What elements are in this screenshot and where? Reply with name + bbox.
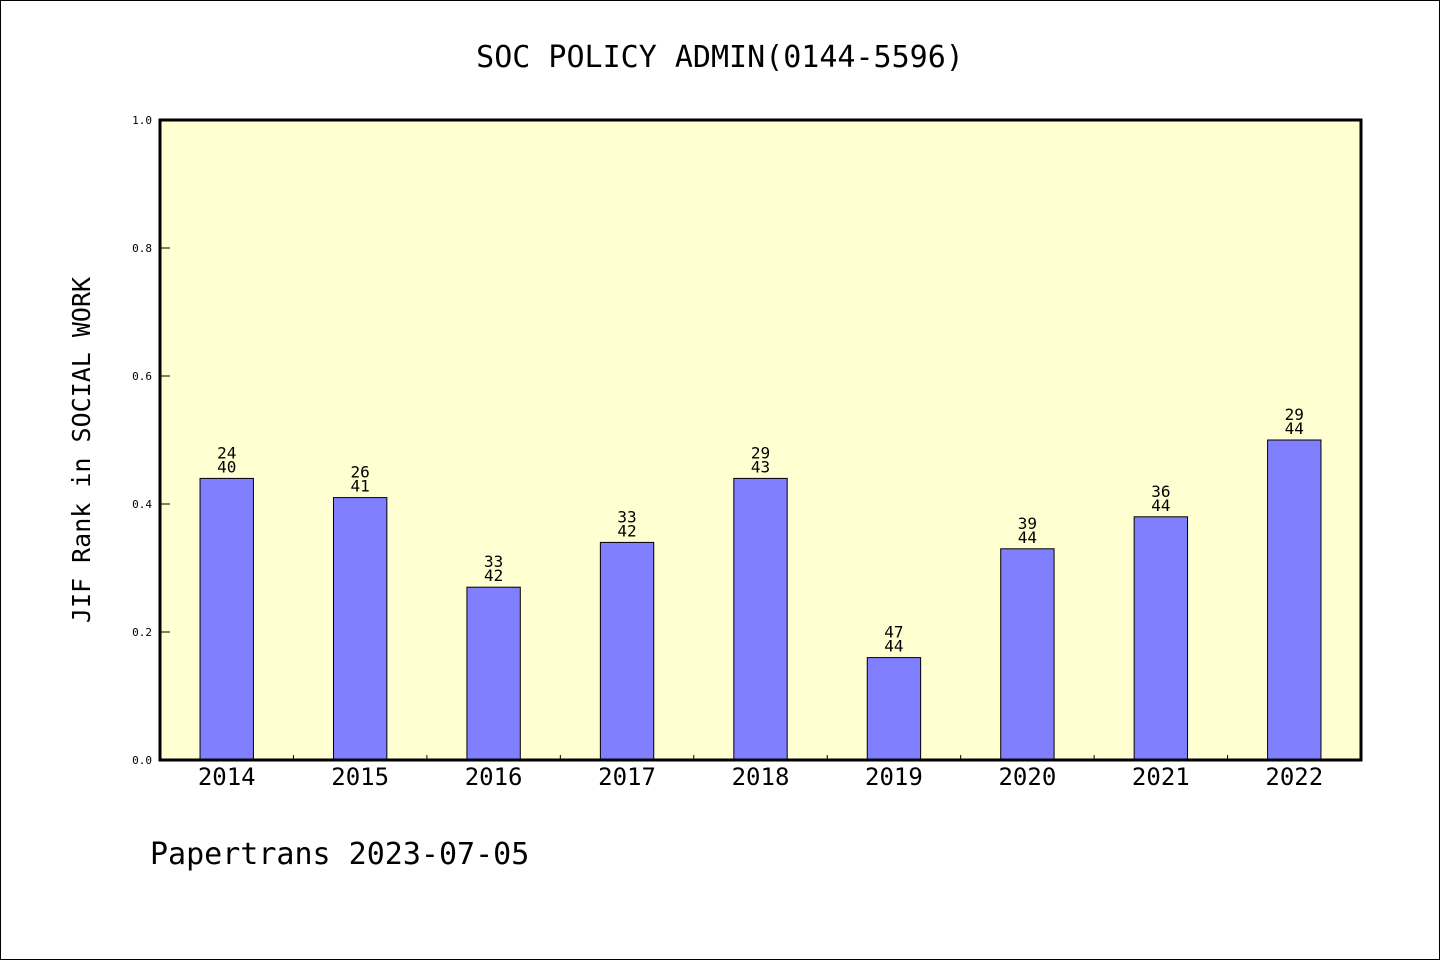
- y-axis-ticks: 0.0 0.2 0.4 0.6 0.8 1.0: [132, 114, 170, 767]
- chart-title: SOC POLICY ADMIN(0144-5596): [476, 40, 964, 75]
- bar-2017: [599, 541, 655, 761]
- bar-rank-label: 29: [751, 443, 770, 462]
- bar-total-label: 40: [217, 457, 236, 476]
- bar-total-label: 41: [351, 477, 370, 496]
- plot-border: [158, 118, 1363, 762]
- y-tick-label: 0.6: [132, 370, 152, 383]
- x-tick-label: 2017: [598, 763, 656, 791]
- x-tick-label: 2020: [998, 763, 1056, 791]
- bar-rank-label: 33: [617, 507, 636, 526]
- x-tick-label: 2022: [1265, 763, 1323, 791]
- y-tick-label: 0.2: [132, 626, 152, 639]
- x-tick-label: 2021: [1132, 763, 1190, 791]
- bar-2019: [866, 657, 922, 761]
- y-tick-label: 0.0: [132, 754, 152, 767]
- bar-total-label: 43: [751, 457, 770, 476]
- bar-total-label: 44: [1151, 496, 1170, 515]
- y-tick-label: 0.4: [132, 498, 152, 511]
- bar-rank-label: 33: [484, 552, 503, 571]
- x-tick-label: 2019: [865, 763, 923, 791]
- bar-2018: [733, 477, 788, 761]
- bar-rank-label: 36: [1151, 482, 1170, 501]
- bar-2020: [1000, 548, 1055, 761]
- y-tick-label: 0.8: [132, 242, 152, 255]
- bar-rank-label: 39: [1018, 514, 1037, 533]
- x-tick-label: 2016: [465, 763, 523, 791]
- bar-total-label: 42: [484, 566, 503, 585]
- bar-2016: [466, 586, 521, 761]
- x-axis-ticks: 2014 2015 2016 2017 2018 2019 2020 2021 2022: [198, 755, 1323, 791]
- y-axis-label: JIF Rank in SOCIAL WORK: [67, 277, 96, 623]
- x-tick-label: 2014: [198, 763, 256, 791]
- bar-rank-label: 47: [884, 623, 903, 642]
- bar-2015: [332, 497, 388, 761]
- bar-2014: [199, 477, 254, 761]
- y-tick-label: 1.0: [132, 114, 152, 127]
- bar-total-label: 44: [1285, 419, 1304, 438]
- bar-total-label: 44: [884, 637, 903, 656]
- bar-total-label: 44: [1018, 528, 1037, 547]
- bar-rank-label: 29: [1285, 405, 1304, 424]
- x-tick-label: 2015: [331, 763, 389, 791]
- footer-credit: Papertrans 2023-07-05: [150, 837, 529, 872]
- bar-2022: [1267, 439, 1322, 761]
- x-tick-label: 2018: [732, 763, 790, 791]
- bar-rank-label: 24: [217, 443, 236, 462]
- bar-2021: [1133, 516, 1189, 761]
- bar-total-label: 42: [617, 521, 636, 540]
- bar-rank-label: 26: [351, 463, 370, 482]
